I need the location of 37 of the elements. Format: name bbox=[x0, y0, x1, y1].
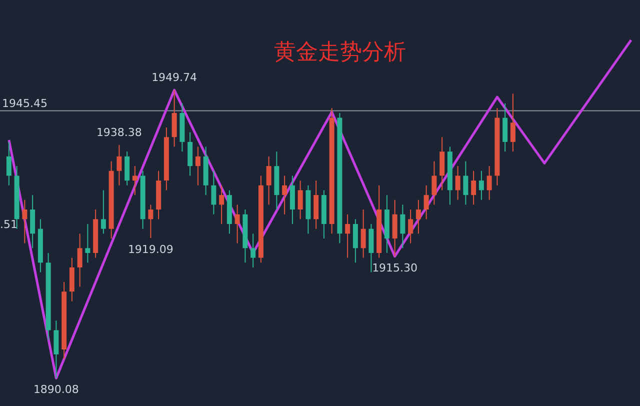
candlestick bbox=[282, 175, 288, 215]
candlestick bbox=[432, 160, 437, 206]
candlestick bbox=[6, 141, 12, 186]
candlestick bbox=[250, 233, 256, 268]
candlestick bbox=[478, 170, 484, 200]
candlestick bbox=[100, 190, 106, 234]
candlestick bbox=[132, 166, 138, 196]
ref-line-label: 1945.45 bbox=[2, 96, 48, 110]
candlestick bbox=[471, 170, 476, 206]
candlestick bbox=[455, 166, 460, 200]
candlestick bbox=[195, 146, 200, 186]
candlestick bbox=[266, 156, 272, 206]
annotation: 1919.09 bbox=[128, 243, 174, 256]
candlestick bbox=[22, 199, 28, 244]
data-label: 1890.08 bbox=[33, 383, 79, 396]
candlestick bbox=[345, 214, 350, 258]
candlestick bbox=[148, 204, 154, 239]
candlestick bbox=[400, 204, 406, 249]
candlestick bbox=[234, 204, 240, 244]
candlestick bbox=[463, 160, 468, 206]
data-label: 1949.74 bbox=[152, 71, 198, 84]
candlestick bbox=[298, 180, 303, 220]
candlestick bbox=[116, 144, 122, 186]
candlestick bbox=[85, 224, 90, 264]
candlestick bbox=[211, 170, 216, 215]
candlestick bbox=[408, 209, 414, 244]
candlestick bbox=[416, 199, 421, 234]
data-label: 1915.30 bbox=[372, 261, 418, 274]
candlestick bbox=[486, 166, 492, 200]
annotation: 1938.38 bbox=[96, 126, 142, 139]
candlestick bbox=[219, 184, 224, 224]
text: 黄金走势分析 bbox=[274, 40, 406, 65]
annotation: .51 bbox=[0, 218, 18, 231]
candlestick bbox=[424, 184, 429, 220]
candlestick bbox=[360, 209, 366, 258]
candlestick bbox=[510, 93, 516, 152]
candlestick bbox=[77, 233, 82, 288]
